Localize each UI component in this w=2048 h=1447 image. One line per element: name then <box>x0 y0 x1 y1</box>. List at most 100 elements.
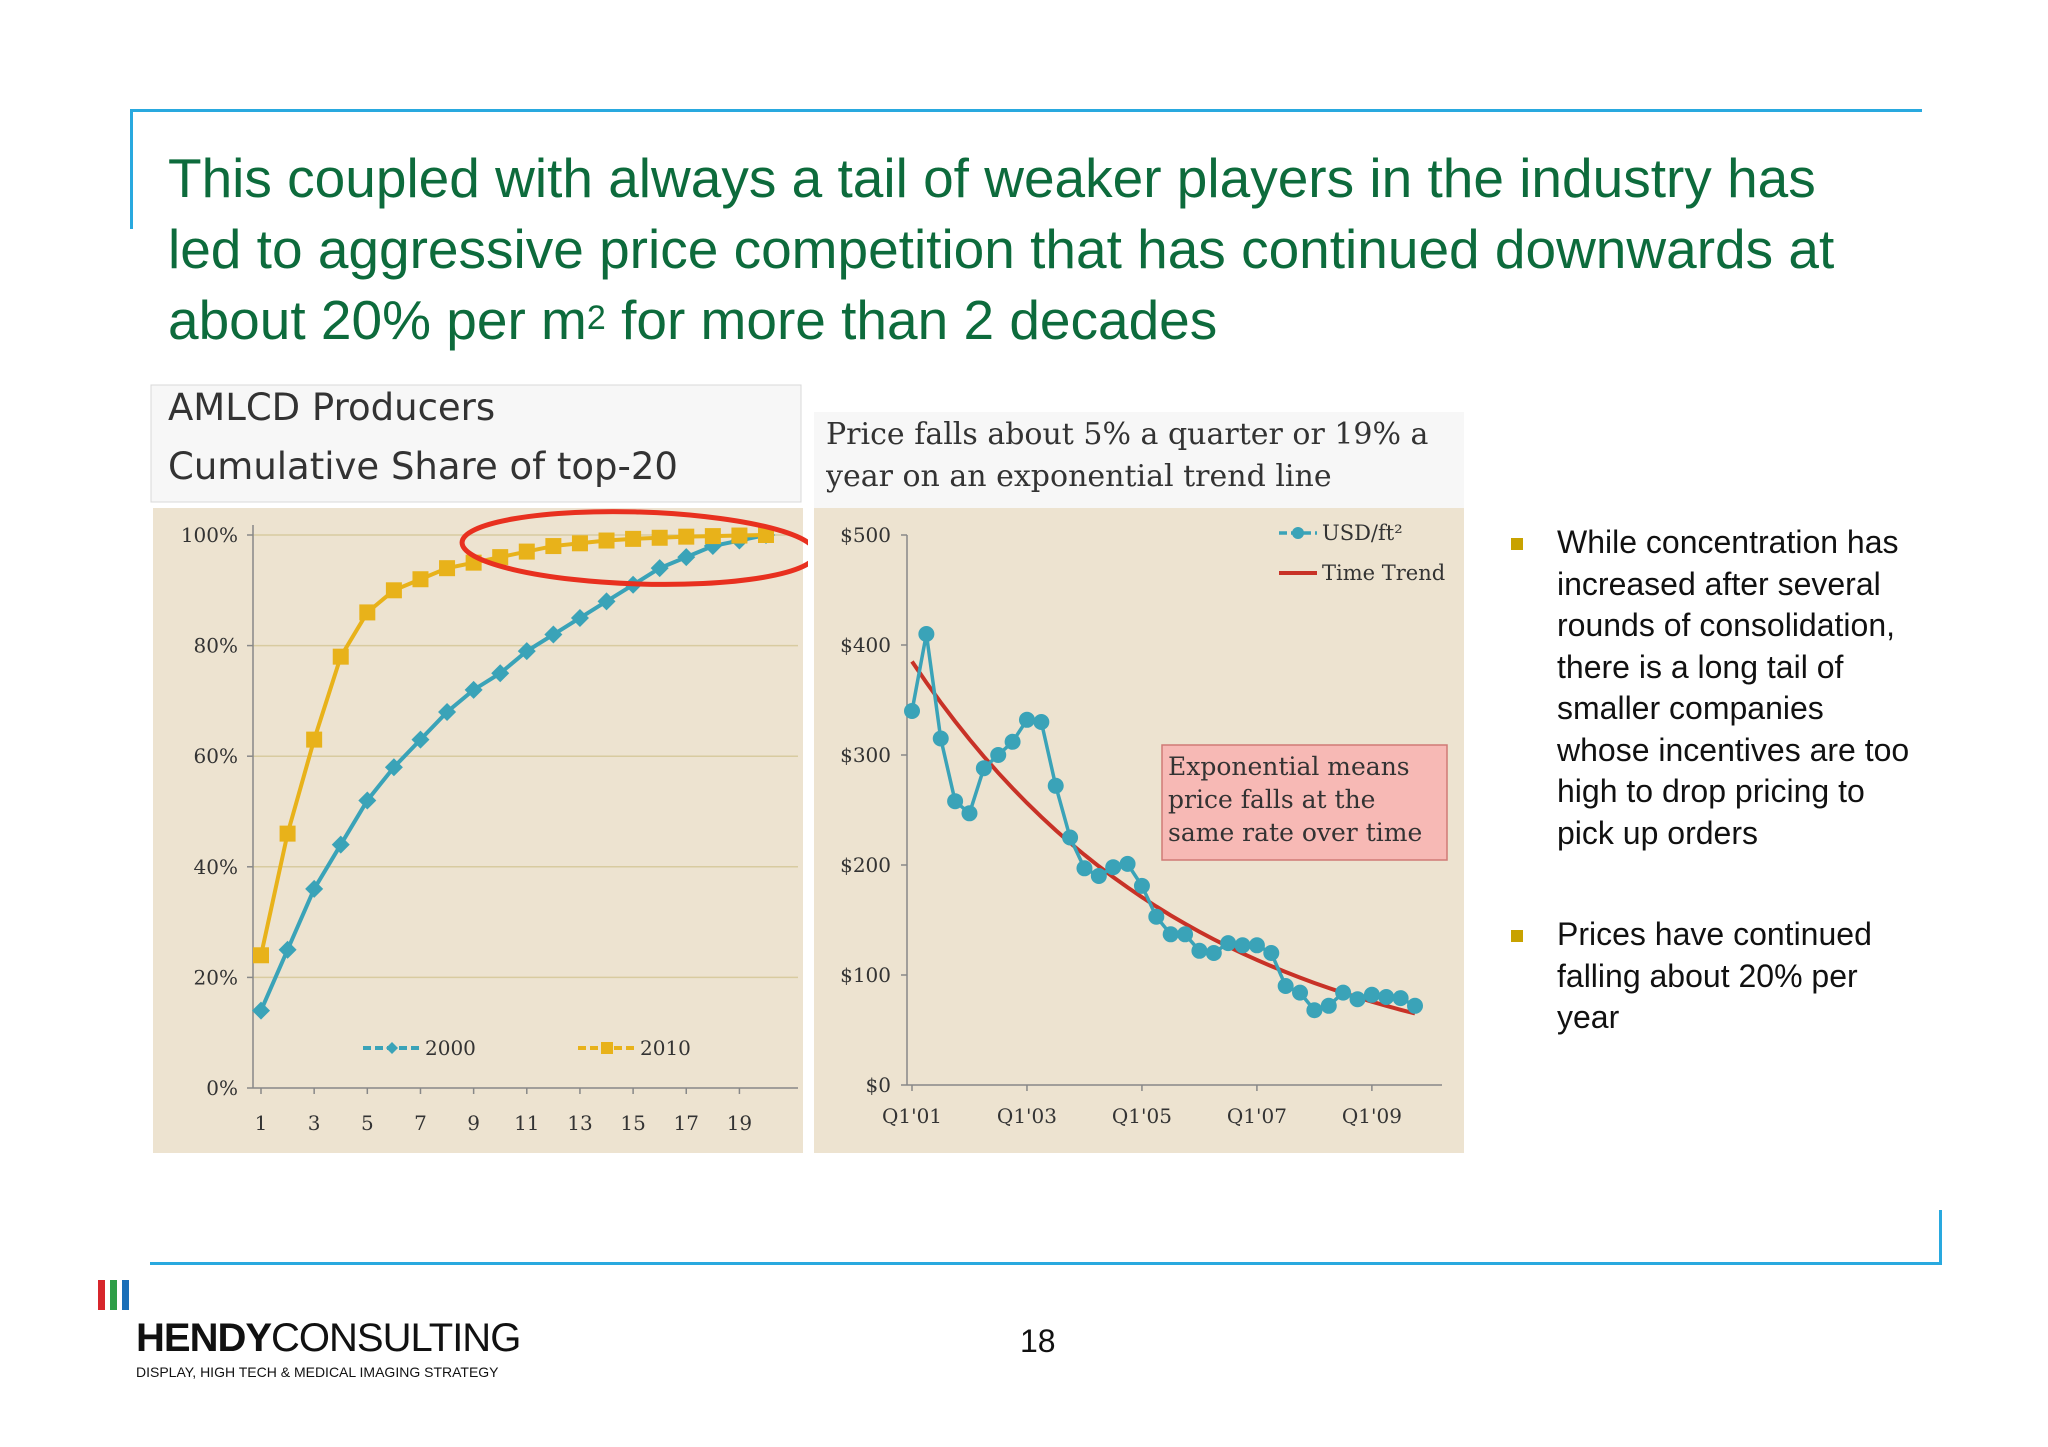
logo-wordmark: HENDYCONSULTING <box>136 1316 521 1361</box>
chart1-title: AMLCD Producers <box>168 386 495 429</box>
chart1-point-2000 <box>438 702 457 721</box>
chart1-point-2010 <box>359 604 376 621</box>
chart1-xtick-label: 17 <box>674 1111 699 1135</box>
chart2-ytick-label: $100 <box>840 963 891 987</box>
chart1-point-2000 <box>650 559 669 578</box>
chart2-point <box>1076 860 1093 877</box>
chart2-point <box>1292 984 1309 1001</box>
frame-left-line <box>130 109 133 229</box>
chart1-point-2010 <box>651 529 668 546</box>
chart2-point <box>1306 1002 1323 1019</box>
chart1-point-2010 <box>758 527 774 543</box>
annotation-text: Exponential means price falls at the sam… <box>1168 752 1423 847</box>
bullet-item-1: While concentration has increased after … <box>1505 522 1925 854</box>
chart1-point-2010 <box>332 648 349 665</box>
chart2-point <box>1004 733 1021 750</box>
chart1-subtitle: Cumulative Share of top-20 <box>168 445 678 488</box>
chart2-point <box>1018 711 1035 728</box>
chart1-xtick-label: 5 <box>361 1111 374 1135</box>
chart1-point-2010 <box>704 528 721 545</box>
chart2-point <box>1277 978 1294 994</box>
chart1-xtick-label: 1 <box>255 1111 268 1135</box>
chart2-legend-marker <box>1292 527 1304 539</box>
chart2-point <box>1191 942 1208 959</box>
chart2-xtick-label: Q1'09 <box>1342 1104 1402 1128</box>
chart1-point-2010 <box>731 527 748 544</box>
chart1-ytick-label: 20% <box>194 965 238 989</box>
chart2-xtick-label: Q1'01 <box>882 1104 942 1128</box>
chart1-ytick-label: 40% <box>194 855 238 879</box>
slide-title: This coupled with always a tail of weake… <box>168 143 1868 356</box>
bullet-text-2: Prices have continued falling about 20% … <box>1557 916 1872 1035</box>
chart1-ytick-label: 80% <box>194 634 238 658</box>
price-trend-chart: Price falls about 5% a quarter or 19% a … <box>814 412 1464 1153</box>
chart2-point <box>1162 926 1179 943</box>
chart2-xtick-label: Q1'05 <box>1112 1104 1172 1128</box>
page-number: 18 <box>1020 1323 1056 1359</box>
chart1-point-2010 <box>279 825 296 842</box>
title-superscript: 2 <box>586 299 606 337</box>
chart2-point <box>990 747 1007 763</box>
chart2-title: Price falls about 5% a quarter or 19% a … <box>826 417 1429 494</box>
chart1-point-2000 <box>411 730 430 749</box>
bullet-square-icon <box>1511 538 1523 550</box>
logo-light: CONSULTING <box>271 1316 521 1360</box>
chart2-point <box>1220 935 1237 952</box>
chart1-point-2010 <box>625 530 642 547</box>
chart1-xtick-label: 3 <box>308 1111 321 1135</box>
chart1-ytick-label: 100% <box>181 523 238 547</box>
frame-top-line <box>130 109 1922 112</box>
chart2-ytick-label: $200 <box>840 853 891 877</box>
title-end: for more than 2 decades <box>605 289 1218 351</box>
chart2-point <box>1335 984 1352 1001</box>
chart1-point-2010 <box>678 528 695 545</box>
chart1-point-2010 <box>492 549 509 566</box>
chart1-legend-label: 2000 <box>425 1036 476 1060</box>
chart2-point <box>975 760 992 777</box>
chart2-point <box>1363 986 1380 1003</box>
chart2-point <box>1133 877 1150 894</box>
chart1-xtick-label: 11 <box>514 1111 539 1135</box>
chart1-point-2000 <box>331 835 350 854</box>
chart2-point <box>1263 945 1280 961</box>
title-main: This coupled with always a tail of weake… <box>168 147 1835 351</box>
chart2-point <box>918 626 935 642</box>
highlight-ellipse <box>459 509 808 587</box>
chart1-point-2010 <box>439 560 456 577</box>
chart1-point-2000 <box>278 940 297 959</box>
chart1-ytick-label: 0% <box>206 1076 238 1100</box>
chart1-ytick-label: 60% <box>194 744 238 768</box>
chart1-point-2010 <box>412 571 429 588</box>
chart1-point-2010 <box>253 947 269 964</box>
chart1-point-2010 <box>598 532 615 549</box>
chart2-point <box>961 805 978 822</box>
frame-bottom-line <box>150 1262 1942 1265</box>
chart1-point-2000 <box>384 758 403 777</box>
chart2-point <box>1033 714 1050 730</box>
annotation-box: Exponential means price falls at the sam… <box>1161 744 1448 861</box>
chart2-point <box>1119 855 1136 872</box>
chart2-point <box>1090 868 1107 884</box>
chart1-point-2010 <box>306 731 323 748</box>
chart1-xtick-label: 9 <box>467 1111 480 1135</box>
logo-tagline: DISPLAY, HIGH TECH & MEDICAL IMAGING STR… <box>136 1364 499 1380</box>
chart2-point <box>947 793 964 810</box>
chart1-point-2000 <box>305 879 324 898</box>
chart2-ytick-label: $400 <box>840 633 891 657</box>
chart2-point <box>1349 991 1366 1008</box>
chart1-plot-area <box>153 508 803 1153</box>
chart1-point-2000 <box>358 791 377 810</box>
chart2-trend-line <box>910 660 1416 1016</box>
logo-bold: HENDY <box>136 1316 272 1360</box>
chart2-point <box>1320 997 1337 1014</box>
chart1-point-2000 <box>491 664 510 683</box>
chart2-point <box>1062 829 1079 846</box>
chart2-ytick-label: $500 <box>840 523 891 547</box>
bullet-text-1: While concentration has increased after … <box>1557 524 1910 851</box>
chart2-xtick-label: Q1'03 <box>997 1104 1057 1128</box>
chart2-xtick-label: Q1'07 <box>1227 1104 1287 1128</box>
chart2-point <box>1105 859 1122 876</box>
chart2-point <box>1407 997 1423 1014</box>
company-logo: HENDYCONSULTING DISPLAY, HIGH TECH & MED… <box>98 1280 548 1380</box>
frame-right-line <box>1939 1210 1942 1265</box>
